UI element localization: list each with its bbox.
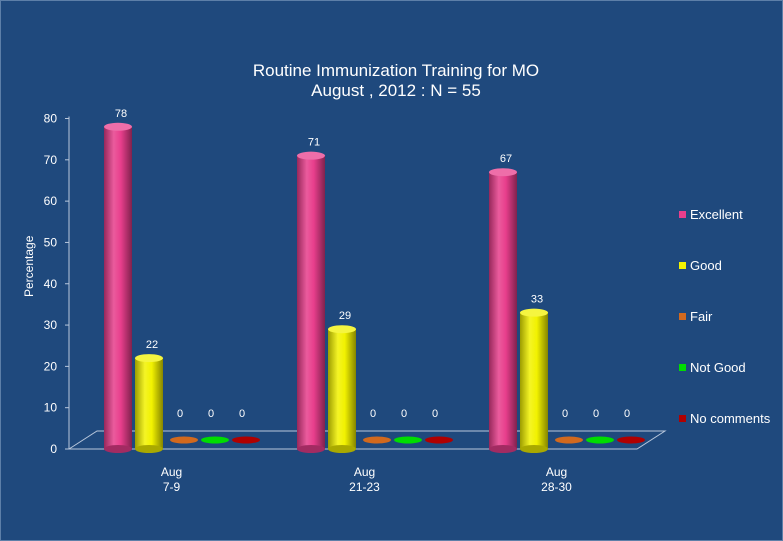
- y-tick-label: 60: [44, 194, 58, 208]
- legend-swatch: [679, 363, 686, 371]
- x-tick-label: Aug: [354, 465, 375, 479]
- bar-cap: [297, 151, 325, 160]
- data-label: 67: [500, 153, 512, 165]
- data-label: 0: [370, 408, 376, 420]
- legend-swatch: [679, 312, 686, 320]
- bar-base: [104, 445, 132, 453]
- data-label: 0: [208, 408, 214, 420]
- legend-item: Not Good: [679, 359, 746, 375]
- bar-zero-disc: [394, 436, 422, 444]
- x-tick-label: 28-30: [541, 480, 572, 494]
- data-label: 33: [531, 294, 543, 306]
- chart-title-block: Routine Immunization Training for MO Aug…: [196, 61, 596, 101]
- bar-zero-disc: [232, 436, 260, 444]
- data-label: 22: [146, 339, 158, 351]
- bar-base: [489, 445, 517, 453]
- legend-swatch: [679, 210, 686, 218]
- chart-title: Routine Immunization Training for MO: [252, 61, 540, 80]
- y-tick-label: 20: [44, 359, 58, 373]
- chart-floor: [67, 430, 667, 450]
- legend-item: No comments: [679, 410, 770, 426]
- bar-base: [328, 445, 356, 453]
- y-tick-label: 40: [44, 277, 58, 291]
- data-label: 0: [624, 408, 630, 420]
- legend-item: Excellent: [679, 206, 743, 222]
- bar-zero-disc: [555, 436, 583, 444]
- y-axis-label: Percentage: [22, 235, 36, 297]
- data-label: 0: [239, 408, 245, 420]
- legend-item: Fair: [679, 308, 712, 324]
- x-tick-label: 21-23: [349, 480, 380, 494]
- bar-zero-disc: [586, 436, 614, 444]
- y-tick-label: 30: [44, 318, 58, 332]
- chart-subtitle: August , 2012 : N = 55: [311, 81, 481, 100]
- y-tick-label: 80: [44, 112, 58, 126]
- data-label: 29: [339, 310, 351, 322]
- x-tick-label: Aug: [546, 465, 567, 479]
- legend-item: Good: [679, 257, 722, 273]
- legend-label: Good: [690, 257, 722, 273]
- bar: [328, 329, 356, 449]
- x-tick-label: Aug: [161, 465, 182, 479]
- bar-base: [297, 445, 325, 453]
- bar-zero-disc: [425, 436, 453, 444]
- legend-label: Fair: [690, 308, 713, 324]
- bar-cap: [520, 308, 548, 317]
- legend-label: Not Good: [690, 359, 746, 375]
- bar: [135, 358, 163, 449]
- bar-cap: [135, 354, 163, 363]
- bar-zero-disc: [170, 436, 198, 444]
- bar-base: [520, 445, 548, 453]
- bar-zero-disc: [617, 436, 645, 444]
- data-label: 0: [562, 408, 568, 420]
- legend-label: No comments: [690, 410, 771, 426]
- bar: [520, 312, 548, 449]
- legend-swatch: [679, 261, 686, 269]
- bar-cap: [328, 325, 356, 334]
- bar: [489, 172, 517, 450]
- bar: [104, 126, 132, 449]
- bar-zero-disc: [363, 436, 391, 444]
- y-tick-label: 10: [44, 401, 58, 415]
- legend-swatch: [679, 414, 686, 422]
- legend-label: Excellent: [690, 206, 743, 222]
- data-label: 71: [308, 137, 320, 149]
- data-label: 0: [401, 408, 407, 420]
- data-label: 0: [432, 408, 438, 420]
- y-tick-label: 50: [44, 235, 58, 249]
- bar-zero-disc: [201, 436, 229, 444]
- data-label: 0: [593, 408, 599, 420]
- data-label: 78: [115, 108, 127, 120]
- bar-cap: [489, 168, 517, 177]
- x-tick-label: 7-9: [163, 480, 181, 494]
- y-tick-label: 0: [50, 442, 57, 456]
- bar-cap: [104, 122, 132, 131]
- data-label: 0: [177, 408, 183, 420]
- bar: [297, 155, 325, 449]
- bar-base: [135, 445, 163, 453]
- y-tick-label: 70: [44, 153, 58, 167]
